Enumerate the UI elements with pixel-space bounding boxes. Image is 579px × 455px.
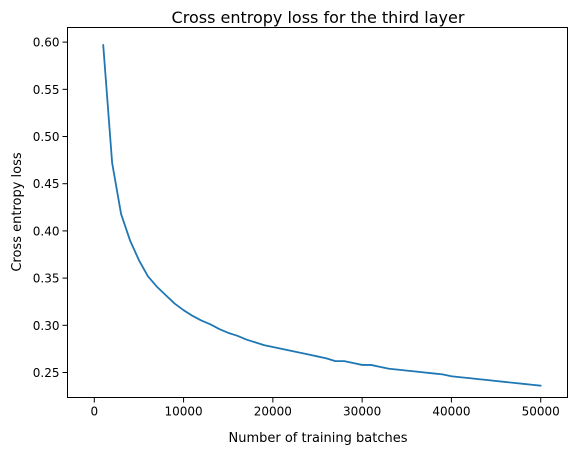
x-tick-label: 10000 <box>164 405 202 419</box>
plot-frame <box>67 27 568 398</box>
y-tick-label: 0.55 <box>33 83 60 97</box>
series-line <box>102 44 542 387</box>
x-tick-label: 20000 <box>254 405 292 419</box>
y-axis-label: Cross entropy loss <box>10 152 25 272</box>
y-tick-label: 0.35 <box>33 272 60 286</box>
chart-title: Cross entropy loss for the third layer <box>172 8 465 27</box>
y-tick-label: 0.25 <box>33 366 60 380</box>
x-tick-label: 0 <box>90 405 98 419</box>
x-axis-label: Number of training batches <box>229 431 408 446</box>
x-tick-label: 30000 <box>343 405 381 419</box>
y-tick-label: 0.50 <box>33 130 60 144</box>
series-layer <box>102 44 542 387</box>
y-tick-label: 0.60 <box>33 36 60 50</box>
y-axis-ticks: 0.25 0.30 0.35 0.40 0.45 0.50 0.55 0.60 <box>33 36 68 380</box>
x-tick-label: 40000 <box>432 405 470 419</box>
y-tick-label: 0.45 <box>33 177 60 191</box>
y-tick-label: 0.30 <box>33 319 60 333</box>
x-tick-label: 50000 <box>522 405 560 419</box>
plot-area <box>67 27 568 398</box>
x-axis-ticks: 0 10000 20000 30000 40000 50000 <box>90 397 560 419</box>
y-tick-label: 0.40 <box>33 224 60 238</box>
